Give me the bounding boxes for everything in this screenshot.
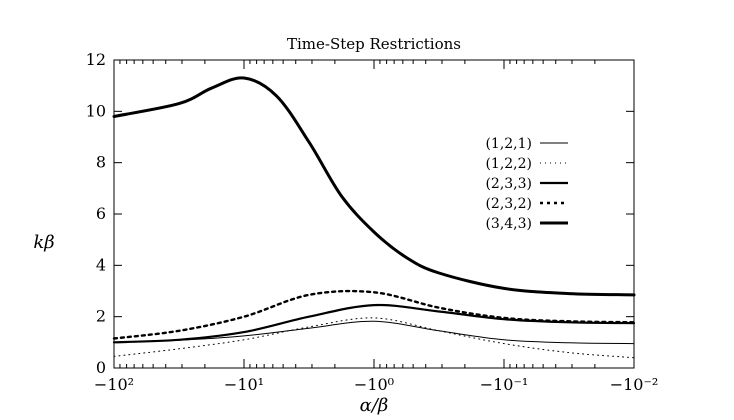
legend-label: (2,3,3) [485, 176, 532, 192]
x-axis: −10² −10¹ −10⁰ −10⁻¹ −10⁻² [94, 60, 658, 394]
legend-label: (3,4,3) [485, 216, 532, 232]
x-tick-label: −10⁻² [610, 375, 659, 394]
legend-label: (1,2,1) [485, 136, 532, 152]
series-lines [112, 76, 636, 359]
legend-label: (1,2,2) [485, 156, 532, 172]
y-tick-label: 2 [96, 307, 106, 326]
x-tick-label: −10² [94, 375, 134, 394]
series-line-1 [113, 320, 635, 345]
chart-title: Time-Step Restrictions [287, 35, 461, 53]
series-line-4 [112, 289, 636, 340]
x-tick-label: −10⁻¹ [480, 375, 529, 394]
y-axis-label: kβ [33, 232, 54, 253]
legend-label: (2,3,2) [485, 196, 532, 212]
y-tick-label: 12 [86, 50, 106, 69]
y-tick-label: 0 [96, 358, 106, 377]
y-tick-label: 6 [96, 204, 106, 223]
series-line-3 [112, 303, 636, 344]
y-axis: 0 2 4 6 8 10 12 [86, 50, 634, 377]
x-axis-label: α/β [360, 395, 389, 416]
series-line-2 [113, 317, 635, 359]
series-line-5 [112, 76, 636, 297]
x-tick-label: −10⁰ [354, 375, 394, 394]
y-tick-label: 10 [86, 101, 106, 120]
legend: (1,2,1) (1,2,2) (2,3,3) (2,3,2) (3,4,3) [485, 136, 568, 232]
y-tick-label: 8 [96, 153, 106, 172]
y-tick-label: 4 [96, 255, 106, 274]
x-tick-label: −10¹ [224, 375, 264, 394]
